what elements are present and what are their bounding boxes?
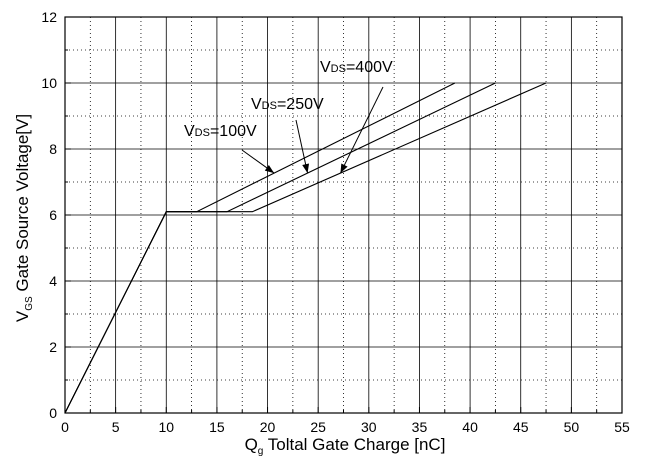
x-tick-label: 0 (61, 419, 69, 435)
y-tick-label: 2 (49, 339, 57, 355)
x-tick-label: 15 (209, 419, 225, 435)
series-annotations: VDS=100V VDS=250V VDS=400V (184, 59, 393, 174)
axis-ticks: 0 5 10 15 20 25 30 35 40 45 50 55 0 2 4 6 8 10 12 (41, 9, 630, 435)
leader-arrowhead-2 (340, 163, 348, 174)
x-tick-label: 25 (310, 419, 326, 435)
series-line-2 (64, 82, 547, 414)
y-tick-label: 10 (41, 75, 57, 91)
leader-arrowhead-0 (264, 164, 275, 174)
series-label-1: VDS=250V (251, 96, 324, 113)
leader-line-1 (295, 119, 309, 174)
x-tick-label: 10 (158, 419, 174, 435)
grid (64, 16, 623, 414)
series-lines (64, 82, 547, 414)
x-tick-label: 55 (614, 419, 630, 435)
x-tick-label: 30 (361, 419, 377, 435)
y-axis-title: VGS Gate Source Voltage[V] (13, 114, 35, 322)
leader-arrowhead-1 (302, 163, 310, 174)
leader-line-2 (340, 86, 384, 174)
series-label-0: VDS=100V (184, 123, 257, 140)
y-tick-label: 6 (49, 207, 57, 223)
x-axis-title: Qg Toltal Gate Charge [nC] (245, 435, 446, 457)
x-tick-label: 50 (564, 419, 580, 435)
series-line-0 (64, 82, 456, 414)
x-tick-label: 5 (112, 419, 120, 435)
y-tick-label: 8 (49, 141, 57, 157)
y-tick-label: 0 (49, 405, 57, 421)
series-label-2: VDS=400V (320, 59, 393, 76)
x-tick-label: 40 (462, 419, 478, 435)
x-tick-label: 20 (260, 419, 276, 435)
x-tick-label: 45 (513, 419, 529, 435)
y-tick-label: 12 (41, 9, 57, 25)
y-tick-label: 4 (49, 273, 57, 289)
x-tick-label: 35 (412, 419, 428, 435)
